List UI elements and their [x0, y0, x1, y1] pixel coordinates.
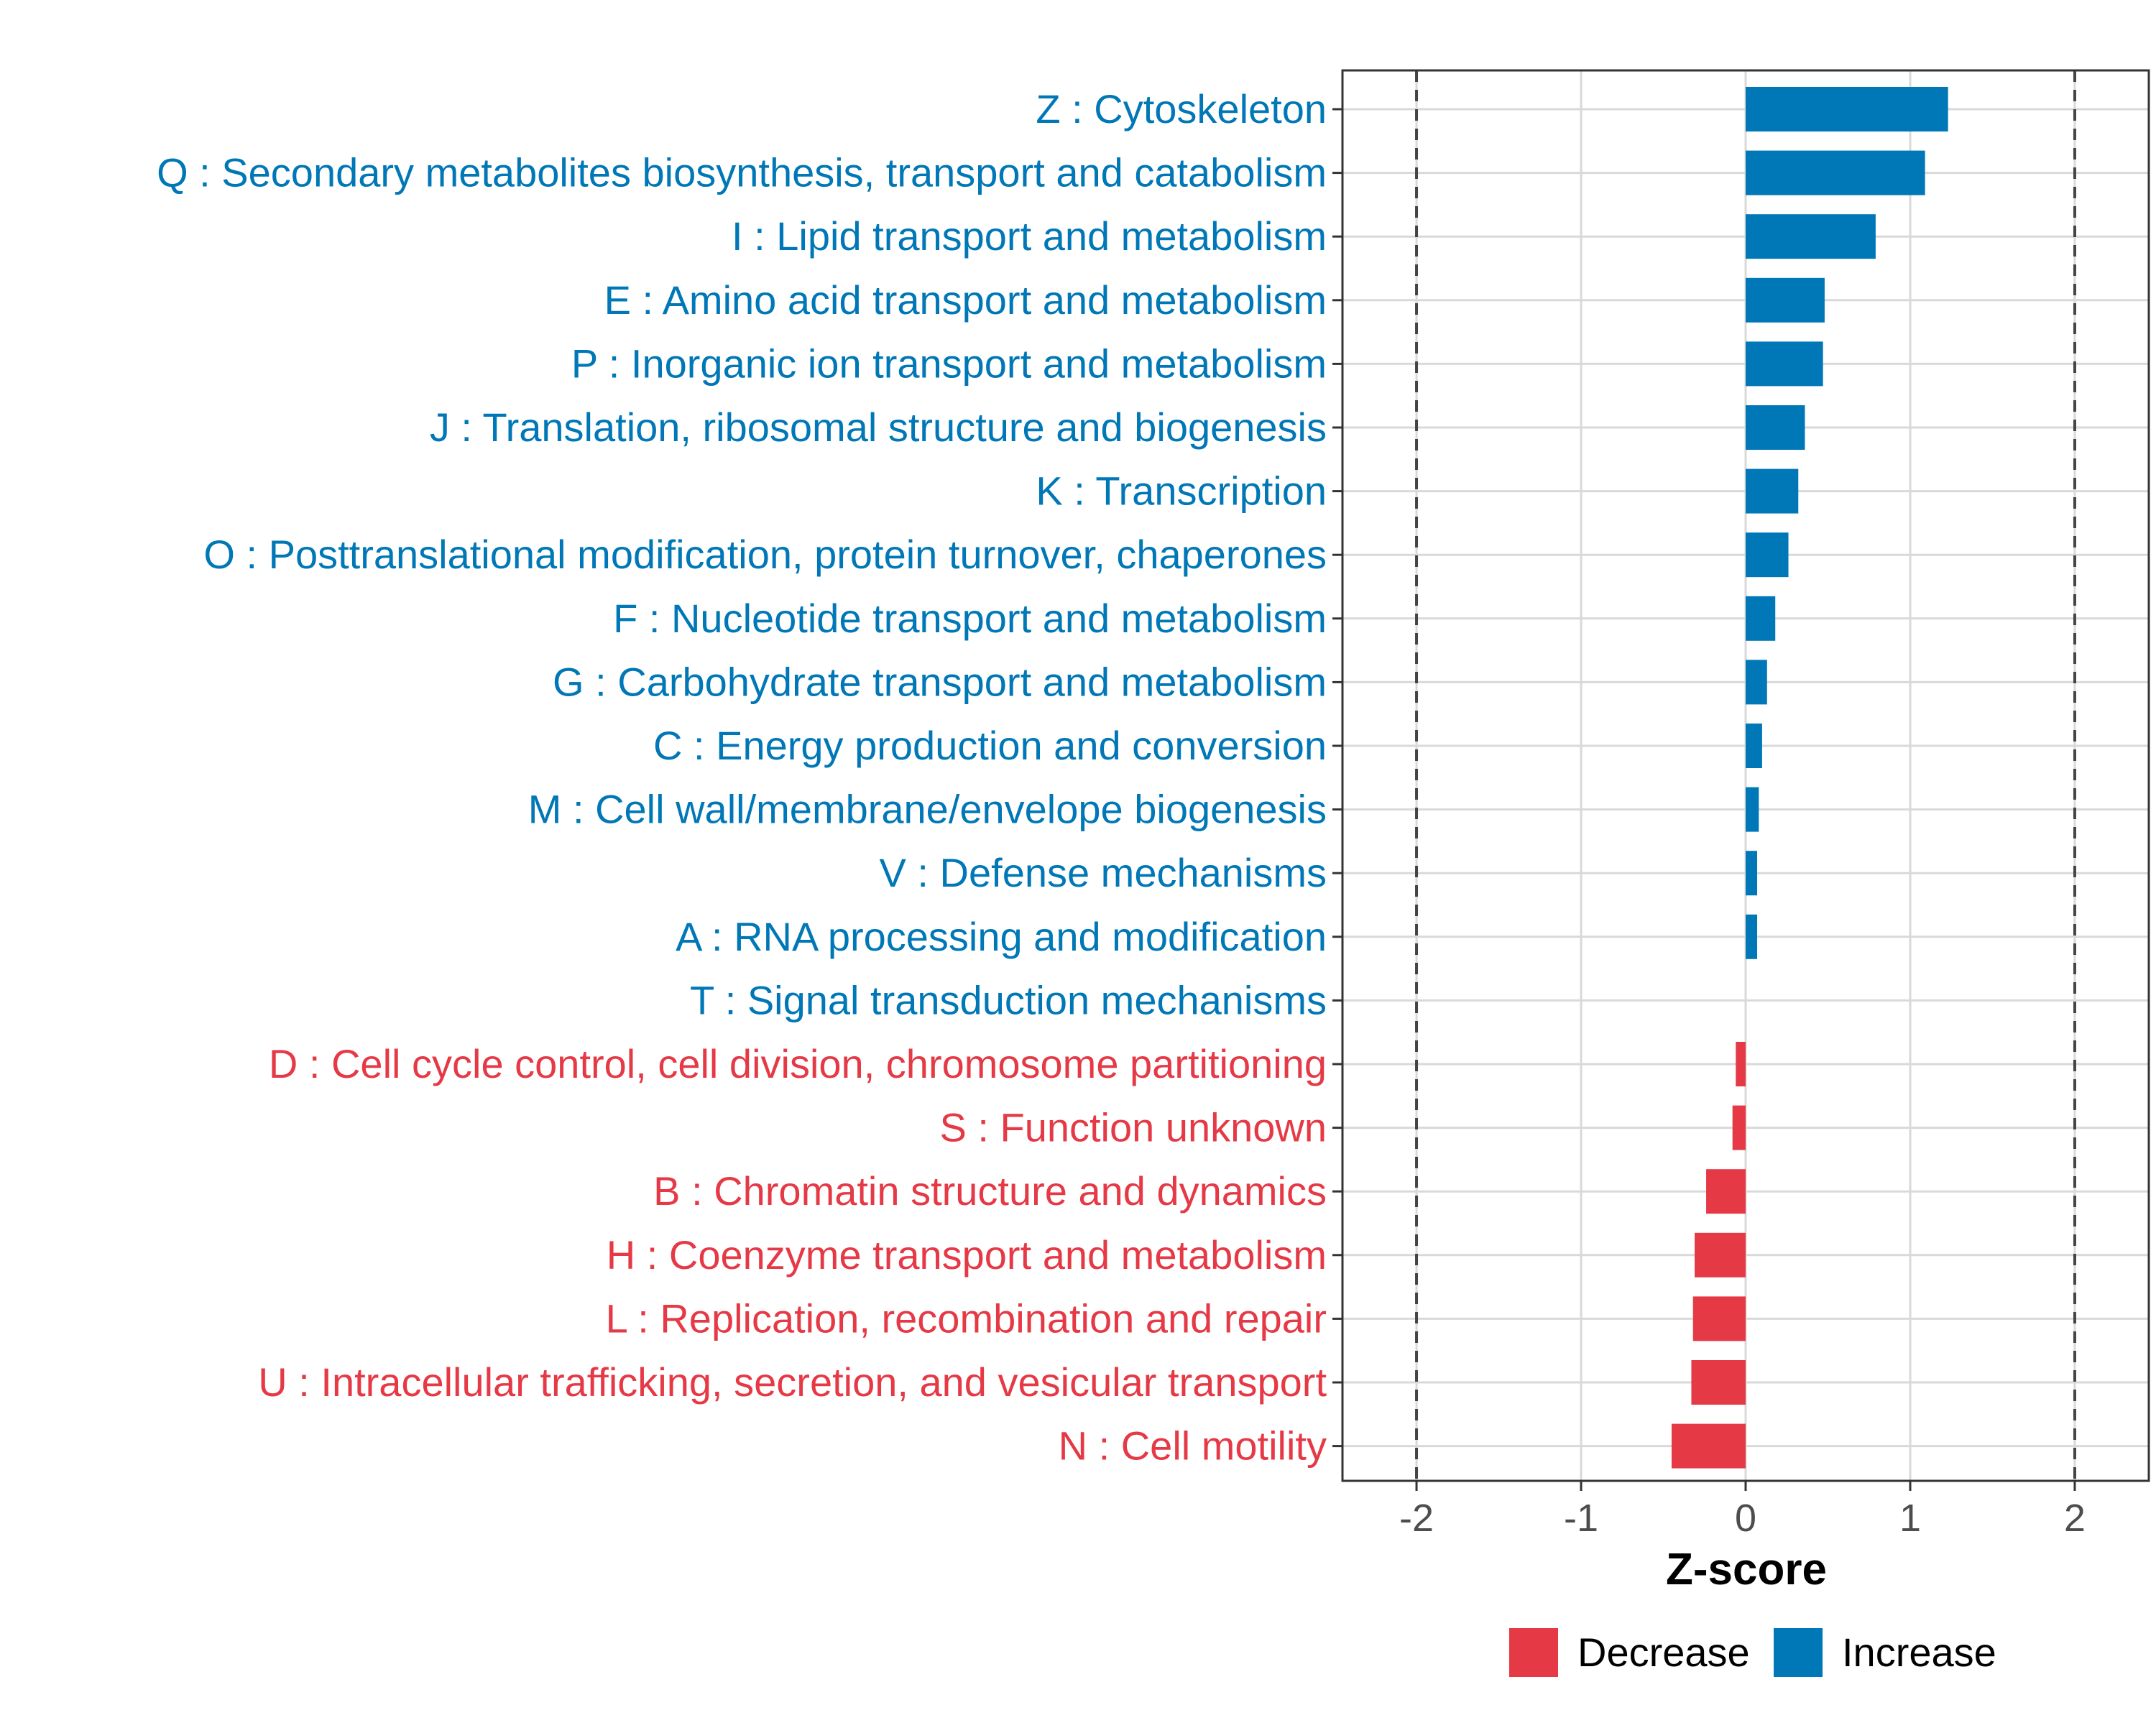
category-label: E : Amino acid transport and metabolism [604, 277, 1327, 323]
legend-label: Decrease [1577, 1630, 1750, 1675]
bar [1746, 341, 1823, 387]
x-tick-label: 2 [2064, 1497, 2086, 1540]
category-label: F : Nucleotide transport and metabolism [613, 596, 1327, 641]
bar [1746, 87, 1948, 131]
category-label: J : Translation, ribosomal structure and… [430, 405, 1327, 450]
legend-label: Increase [1842, 1630, 1996, 1675]
category-label: Z : Cytoskeleton [1036, 86, 1327, 131]
category-label: V : Defense mechanisms [880, 850, 1327, 895]
bar [1736, 1042, 1746, 1086]
category-label: D : Cell cycle control, cell division, c… [269, 1041, 1327, 1086]
category-label: S : Function unknown [939, 1105, 1327, 1150]
bar [1746, 405, 1805, 450]
bar [1746, 150, 1925, 195]
bar [1671, 1423, 1746, 1469]
bar [1732, 1105, 1746, 1150]
bar [1746, 277, 1825, 323]
category-label: U : Intracellular trafficking, secretion… [258, 1359, 1327, 1405]
bar [1706, 1169, 1746, 1214]
bar [1746, 468, 1799, 514]
bar [1746, 214, 1876, 259]
category-label: I : Lipid transport and metabolism [732, 213, 1327, 259]
legend: Decrease Increase [1509, 1628, 1996, 1677]
bar [1692, 1296, 1746, 1341]
category-label: L : Replication, recombination and repai… [606, 1295, 1327, 1341]
category-label: G : Carbohydrate transport and metabolis… [553, 659, 1327, 704]
bar [1746, 660, 1767, 705]
x-axis-title: Z-score [1666, 1545, 1827, 1594]
category-label: N : Cell motility [1059, 1423, 1327, 1469]
category-label: O : Posttranslational modification, prot… [203, 532, 1327, 577]
bar [1695, 1232, 1746, 1277]
bar [1746, 787, 1759, 832]
category-label: C : Energy production and conversion [653, 723, 1327, 768]
reference-lines-layer [1415, 70, 2076, 1481]
category-label: H : Coenzyme transport and metabolism [607, 1232, 1327, 1277]
category-label: Q : Secondary metabolites biosynthesis, … [157, 150, 1327, 195]
bar [1746, 532, 1789, 578]
bar [1691, 1360, 1746, 1405]
x-tick-label: -1 [1564, 1497, 1598, 1540]
x-tick-label: 0 [1735, 1497, 1756, 1540]
category-label: T : Signal transduction mechanisms [690, 977, 1327, 1022]
bars-layer [1671, 87, 1948, 1469]
bar [1746, 914, 1758, 959]
legend-swatch [1509, 1628, 1558, 1677]
bar [1746, 724, 1762, 768]
x-tick-label: 1 [1899, 1497, 1921, 1540]
legend-swatch [1774, 1628, 1823, 1677]
category-label: K : Transcription [1036, 468, 1327, 514]
bar [1746, 596, 1776, 641]
category-label: M : Cell wall/membrane/envelope biogenes… [528, 787, 1327, 832]
category-label: P : Inorganic ion transport and metaboli… [571, 341, 1327, 386]
bar [1746, 851, 1758, 896]
category-label: A : RNA processing and modification [676, 914, 1327, 959]
x-tick-label: -2 [1399, 1497, 1434, 1540]
y-axis: Z : Cytoskeleton Q : Secondary metabolite… [157, 86, 1342, 1469]
x-axis: -2 -1 0 1 2 [1399, 1481, 2086, 1540]
category-label: B : Chromatin structure and dynamics [653, 1168, 1327, 1214]
